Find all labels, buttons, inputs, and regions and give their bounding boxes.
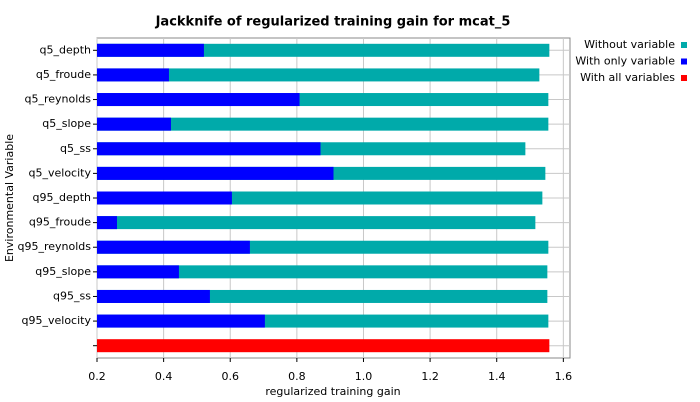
x-tick-label: 0.2 [88, 370, 106, 383]
bar [97, 339, 550, 353]
legend-swatch [681, 75, 687, 81]
bar [97, 314, 265, 328]
bar [97, 43, 550, 57]
bar [97, 142, 321, 156]
bar [97, 289, 210, 303]
y-tick-label: q95_velocity [22, 314, 92, 327]
x-axis-label: regularized training gain [265, 385, 400, 398]
y-tick-label: q5_froude [36, 68, 91, 81]
bar [97, 216, 117, 230]
x-tick-label: 0.8 [288, 370, 306, 383]
y-tick-label: q5_depth [40, 43, 92, 56]
bar [97, 68, 169, 82]
x-tick-label: 0.4 [155, 370, 173, 383]
bar [97, 117, 171, 131]
y-tick-label: q95_depth [33, 191, 92, 204]
legend-label: With all variables [580, 71, 675, 84]
x-tick-label: 1.4 [488, 370, 506, 383]
y-tick-label: q95_slope [35, 265, 91, 278]
bar [97, 240, 250, 254]
legend-swatch [681, 58, 687, 65]
y-tick-label: q95_ss [53, 289, 91, 302]
bar [97, 93, 300, 107]
legend-swatch [681, 42, 687, 48]
y-tick-label: q95_reynolds [17, 240, 91, 253]
y-tick-label: q5_ss [60, 142, 91, 155]
legend-label: Without variable [584, 38, 675, 51]
bar [97, 191, 232, 205]
bar [97, 265, 179, 279]
x-tick-label: 1.6 [555, 370, 573, 383]
x-tick-label: 0.6 [221, 370, 239, 383]
bar [97, 166, 334, 180]
bar [97, 43, 204, 57]
bar [97, 117, 549, 131]
x-tick-label: 1.2 [421, 370, 439, 383]
chart-title: Jackknife of regularized training gain f… [155, 15, 511, 30]
y-tick-label: q5_reynolds [24, 93, 91, 106]
bar [97, 265, 548, 279]
y-tick-label: q5_velocity [29, 166, 92, 179]
y-axis-label: Environmental Variable [3, 134, 16, 262]
y-tick-label: q5_slope [42, 117, 91, 130]
bar [97, 68, 540, 82]
y-tick-label: q95_froude [29, 216, 91, 229]
legend-label: With only variable [575, 55, 675, 68]
x-tick-label: 1.0 [355, 370, 373, 383]
bar [97, 216, 536, 230]
